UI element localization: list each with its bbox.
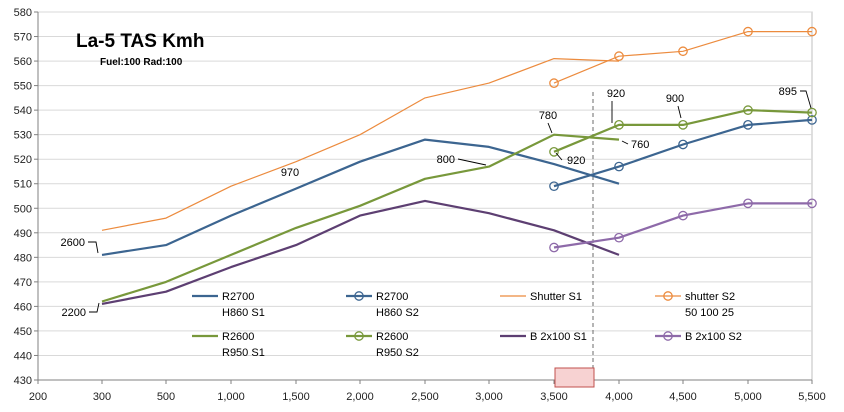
data-point	[614, 232, 624, 243]
y-tick-label: 490	[14, 228, 32, 240]
x-tick-label: 1,500	[282, 391, 310, 403]
y-tick-label: 500	[14, 203, 32, 215]
annotation-label: 2200	[62, 307, 86, 319]
series-line-7	[101, 199, 620, 305]
data-point	[807, 198, 817, 209]
y-tick-label: 450	[14, 326, 32, 338]
data-point	[614, 120, 624, 130]
annotation-label: 760	[631, 139, 649, 151]
series-line-4	[553, 31, 812, 84]
x-tick-label: 3,000	[475, 391, 503, 403]
series-line-5	[101, 133, 620, 303]
annotation-leader	[88, 241, 99, 254]
chart-title: La-5 TAS Kmh	[76, 31, 204, 52]
data-point	[549, 78, 559, 88]
data-point	[614, 161, 624, 172]
x-tick-label: 500	[157, 391, 175, 403]
series-line-8	[553, 202, 812, 249]
series-line-2	[553, 118, 813, 188]
x-tick-label: 3,500	[540, 391, 568, 403]
legend-label: B 2x100 S2	[685, 331, 742, 343]
x-tick-label: 4,000	[605, 391, 633, 403]
legend-label: R2700	[222, 291, 254, 303]
y-tick-label: 460	[14, 301, 32, 313]
legend-marker	[354, 291, 364, 301]
legend-marker	[354, 331, 364, 341]
legend-label: 50 100 25	[685, 307, 734, 319]
data-point	[549, 181, 559, 192]
annotation-label: 900	[666, 93, 684, 105]
data-point	[549, 146, 559, 157]
legend-label: H860 S2	[376, 307, 419, 319]
series-line-1	[101, 138, 620, 256]
annotation-label: 920	[607, 88, 625, 100]
y-tick-label: 550	[14, 81, 32, 93]
x-tick-label: 2,500	[411, 391, 439, 403]
data-point	[743, 105, 753, 115]
legend-label: R950 S2	[376, 347, 419, 359]
data-point	[614, 51, 624, 62]
legend-label: shutter S2	[685, 291, 735, 303]
legend-label: R2600	[222, 331, 254, 343]
y-tick-label: 580	[14, 7, 32, 19]
data-point	[807, 107, 817, 118]
x-tick-label: 2,000	[346, 391, 374, 403]
x-tick-label: 200	[29, 391, 47, 403]
data-point	[807, 26, 817, 37]
data-point	[678, 210, 688, 221]
annotation-leader	[547, 122, 553, 134]
series-line-6	[553, 108, 813, 153]
legend-label: R2600	[376, 331, 408, 343]
legend-label: Shutter S1	[530, 291, 582, 303]
data-point	[807, 115, 817, 125]
y-tick-label: 480	[14, 252, 32, 264]
series-line-3	[101, 57, 620, 231]
y-tick-label: 440	[14, 350, 32, 362]
plot-area	[37, 11, 813, 381]
annotation-label: 920	[567, 155, 585, 167]
y-tick-label: 530	[14, 130, 32, 142]
annotation-leader	[677, 105, 682, 119]
legend-label: R950 S1	[222, 347, 265, 359]
legend-marker	[663, 291, 673, 301]
annotation-label: 895	[779, 86, 797, 98]
legend-label: B 2x100 S1	[530, 331, 587, 343]
y-tick-label: 570	[14, 32, 32, 44]
data-point	[743, 198, 753, 209]
x-tick-label: 5,000	[734, 391, 762, 403]
data-point	[678, 120, 688, 130]
data-point	[678, 139, 688, 150]
annotation-label: 970	[281, 167, 299, 179]
x-tick-label: 1,000	[217, 391, 245, 403]
annotation-leader	[555, 152, 563, 161]
annotation-label: 2600	[61, 237, 85, 249]
x-tick-label: 300	[93, 391, 111, 403]
data-point	[743, 26, 753, 37]
data-point	[549, 242, 559, 253]
scroll-handle[interactable]	[554, 367, 595, 388]
legend-marker	[663, 331, 673, 341]
legend-label: H860 S1	[222, 307, 265, 319]
y-tick-label: 520	[14, 154, 32, 166]
annotation-label: 800	[437, 154, 455, 166]
y-tick-label: 540	[14, 105, 32, 117]
x-tick-label: 4,500	[669, 391, 697, 403]
y-tick-label: 560	[14, 56, 32, 68]
y-tick-label: 470	[14, 277, 32, 289]
data-point	[743, 120, 753, 130]
legend-label: R2700	[376, 291, 408, 303]
data-point	[678, 46, 688, 57]
y-tick-label: 430	[14, 375, 32, 387]
annotation-leader	[800, 90, 812, 109]
chart-subtitle: Fuel:100 Rad:100	[100, 57, 183, 68]
annotation-leader	[89, 302, 100, 313]
x-tick-label: 5,500	[798, 391, 826, 403]
annotation-leader	[621, 140, 629, 145]
y-tick-label: 510	[14, 179, 32, 191]
annotation-label: 780	[539, 110, 557, 122]
annotation-leader	[457, 158, 487, 166]
